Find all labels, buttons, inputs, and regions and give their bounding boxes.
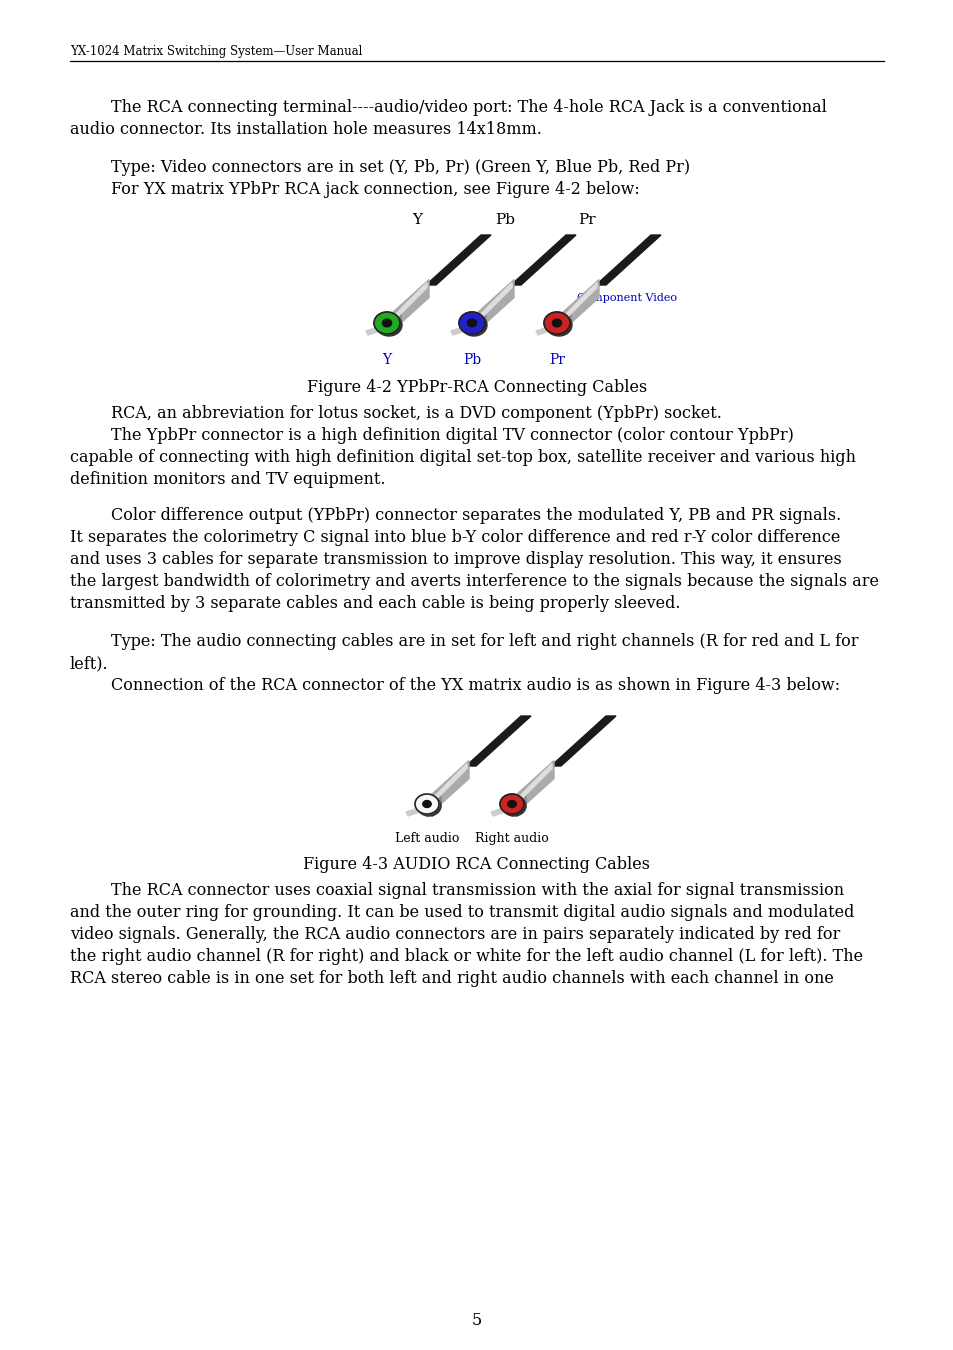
- Polygon shape: [389, 282, 427, 325]
- Text: the right audio channel (R for right) and black or white for the left audio chan: the right audio channel (R for right) an…: [70, 948, 862, 965]
- Polygon shape: [596, 235, 660, 285]
- Text: and the outer ring for grounding. It can be used to transmit digital audio signa: and the outer ring for grounding. It can…: [70, 904, 853, 921]
- Polygon shape: [387, 279, 429, 336]
- Polygon shape: [392, 308, 400, 336]
- Text: Figure 4-2 YPbPr-RCA Connecting Cables: Figure 4-2 YPbPr-RCA Connecting Cables: [307, 379, 646, 396]
- Text: The RCA connector uses coaxial signal transmission with the axial for signal tra: The RCA connector uses coaxial signal tr…: [70, 882, 842, 899]
- Text: Y: Y: [412, 213, 421, 227]
- Ellipse shape: [467, 319, 476, 327]
- Polygon shape: [557, 279, 598, 336]
- Polygon shape: [512, 760, 554, 817]
- Ellipse shape: [458, 312, 484, 333]
- Text: Color difference output (YPbPr) connector separates the modulated Y, PB and PR s: Color difference output (YPbPr) connecto…: [70, 508, 840, 524]
- Ellipse shape: [501, 796, 525, 815]
- Text: left).: left).: [70, 655, 108, 672]
- Text: Pb: Pb: [462, 352, 480, 367]
- Ellipse shape: [545, 315, 572, 336]
- Ellipse shape: [375, 315, 401, 336]
- Text: It separates the colorimetry C signal into blue b-Y color difference and red r-Y: It separates the colorimetry C signal in…: [70, 529, 840, 545]
- Ellipse shape: [507, 801, 516, 807]
- Polygon shape: [511, 235, 576, 285]
- Ellipse shape: [460, 315, 486, 336]
- Text: For YX matrix YPbPr RCA jack connection, see Figure 4-2 below:: For YX matrix YPbPr RCA jack connection,…: [70, 181, 639, 198]
- Polygon shape: [432, 790, 440, 817]
- Ellipse shape: [415, 794, 438, 814]
- Polygon shape: [366, 325, 386, 335]
- Ellipse shape: [543, 312, 569, 333]
- Polygon shape: [474, 282, 512, 325]
- Ellipse shape: [374, 312, 399, 333]
- Polygon shape: [551, 716, 616, 765]
- Polygon shape: [426, 235, 491, 285]
- Text: Pr: Pr: [548, 352, 564, 367]
- Text: The YpbPr connector is a high definition digital TV connector (color contour Ypb: The YpbPr connector is a high definition…: [70, 427, 793, 444]
- Text: and uses 3 cables for separate transmission to improve display resolution. This : and uses 3 cables for separate transmiss…: [70, 551, 841, 568]
- Polygon shape: [561, 308, 571, 336]
- Text: the largest bandwidth of colorimetry and averts interference to the signals beca: the largest bandwidth of colorimetry and…: [70, 572, 878, 590]
- Polygon shape: [558, 282, 597, 325]
- Polygon shape: [514, 764, 552, 806]
- Polygon shape: [429, 764, 467, 806]
- Polygon shape: [406, 806, 426, 815]
- Text: 5: 5: [472, 1312, 481, 1328]
- Polygon shape: [517, 790, 525, 817]
- Ellipse shape: [552, 319, 561, 327]
- Text: capable of connecting with high definition digital set-top box, satellite receiv: capable of connecting with high definiti…: [70, 450, 855, 466]
- Ellipse shape: [416, 796, 440, 815]
- Text: The RCA connecting terminal----audio/video port: The 4-hole RCA Jack is a conven: The RCA connecting terminal----audio/vid…: [70, 99, 825, 116]
- Text: Right audio: Right audio: [475, 832, 548, 845]
- Text: RCA, an abbreviation for lotus socket, is a DVD component (YpbPr) socket.: RCA, an abbreviation for lotus socket, i…: [70, 405, 720, 423]
- Ellipse shape: [422, 801, 431, 807]
- Text: Connection of the RCA connector of the YX matrix audio is as shown in Figure 4-3: Connection of the RCA connector of the Y…: [70, 676, 839, 694]
- Ellipse shape: [499, 794, 523, 814]
- Text: Component Video: Component Video: [577, 293, 677, 302]
- Text: Pb: Pb: [495, 213, 515, 227]
- Ellipse shape: [382, 319, 391, 327]
- Text: Type: Video connectors are in set (Y, Pb, Pr) (Green Y, Blue Pb, Red Pr): Type: Video connectors are in set (Y, Pb…: [70, 159, 689, 176]
- Text: Type: The audio connecting cables are in set for left and right channels (R for : Type: The audio connecting cables are in…: [70, 633, 858, 649]
- Polygon shape: [427, 760, 469, 817]
- Polygon shape: [491, 806, 511, 815]
- Text: YX-1024 Matrix Switching System—User Manual: YX-1024 Matrix Switching System—User Man…: [70, 45, 361, 58]
- Text: RCA stereo cable is in one set for both left and right audio channels with each : RCA stereo cable is in one set for both …: [70, 971, 833, 987]
- Text: audio connector. Its installation hole measures 14x18mm.: audio connector. Its installation hole m…: [70, 122, 541, 138]
- Text: Left audio: Left audio: [395, 832, 458, 845]
- Polygon shape: [536, 325, 556, 335]
- Polygon shape: [451, 325, 471, 335]
- Polygon shape: [465, 716, 531, 765]
- Text: Pr: Pr: [578, 213, 596, 227]
- Text: video signals. Generally, the RCA audio connectors are in pairs separately indic: video signals. Generally, the RCA audio …: [70, 926, 839, 944]
- Text: transmitted by 3 separate cables and each cable is being properly sleeved.: transmitted by 3 separate cables and eac…: [70, 595, 679, 612]
- Polygon shape: [472, 279, 514, 336]
- Text: Figure 4-3 AUDIO RCA Connecting Cables: Figure 4-3 AUDIO RCA Connecting Cables: [303, 856, 650, 873]
- Text: Y: Y: [382, 352, 391, 367]
- Polygon shape: [476, 308, 485, 336]
- Text: definition monitors and TV equipment.: definition monitors and TV equipment.: [70, 471, 385, 487]
